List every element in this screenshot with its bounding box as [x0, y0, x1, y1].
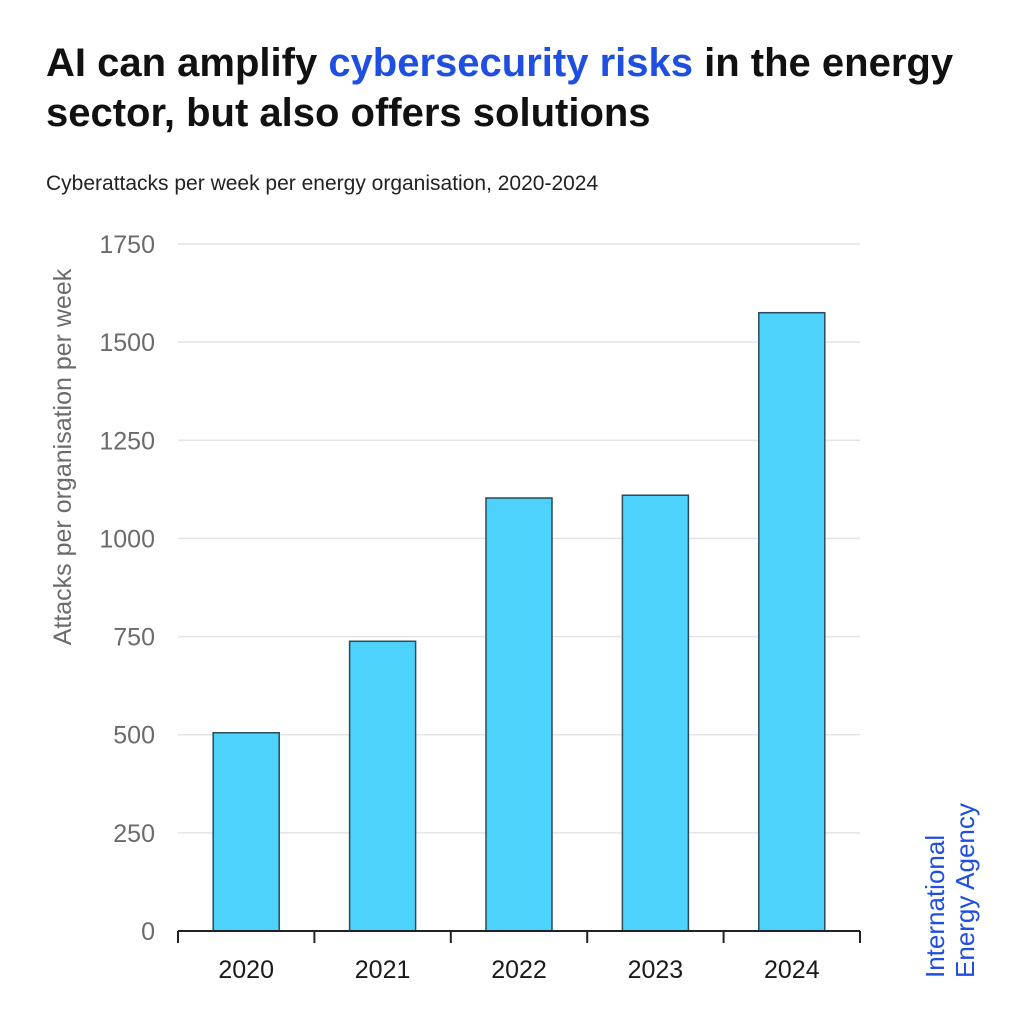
x-tick-label: 2023 — [628, 956, 684, 984]
brand-line-2: Energy Agency — [950, 803, 980, 978]
y-tick-label: 1750 — [99, 231, 155, 259]
title-text-post: in the energy sector, but also offers so… — [46, 41, 954, 135]
bar-2020 — [212, 732, 280, 932]
y-tick-label: 1250 — [99, 427, 155, 455]
brand-logo: International Energy Agency — [920, 803, 980, 978]
chart-subtitle: Cyberattacks per week per energy organis… — [46, 172, 599, 195]
title-highlight: cybersecurity risks — [328, 41, 693, 85]
y-tick-label: 1000 — [99, 525, 155, 553]
y-tick-label: 500 — [113, 722, 155, 750]
y-tick-label: 250 — [113, 820, 155, 848]
x-tick-label: 2020 — [218, 956, 274, 984]
y-tick-label: 0 — [141, 918, 155, 946]
x-tick-label: 2024 — [764, 956, 820, 984]
x-tick-label: 2022 — [491, 956, 547, 984]
y-axis-label: Attacks per organisation per week — [49, 268, 77, 645]
x-axis-ticks: 2020 2021 2022 2023 2024 — [218, 956, 819, 984]
bar-2023 — [621, 494, 690, 932]
brand-line-1: International — [920, 835, 950, 978]
x-axis — [177, 930, 861, 943]
y-tick-label: 750 — [113, 624, 155, 652]
bar-2024 — [758, 311, 826, 932]
bar-2021 — [348, 640, 417, 932]
title-text-pre: AI can amplify — [46, 41, 329, 85]
bars — [212, 311, 826, 932]
chart-title: AI can amplify cybersecurity risks in th… — [46, 38, 1006, 138]
x-tick-label: 2021 — [355, 956, 411, 984]
y-axis-ticks: 0 250 500 750 1000 1250 1500 1750 — [99, 231, 155, 946]
y-tick-label: 1500 — [99, 329, 155, 357]
bar-2022 — [485, 497, 553, 932]
